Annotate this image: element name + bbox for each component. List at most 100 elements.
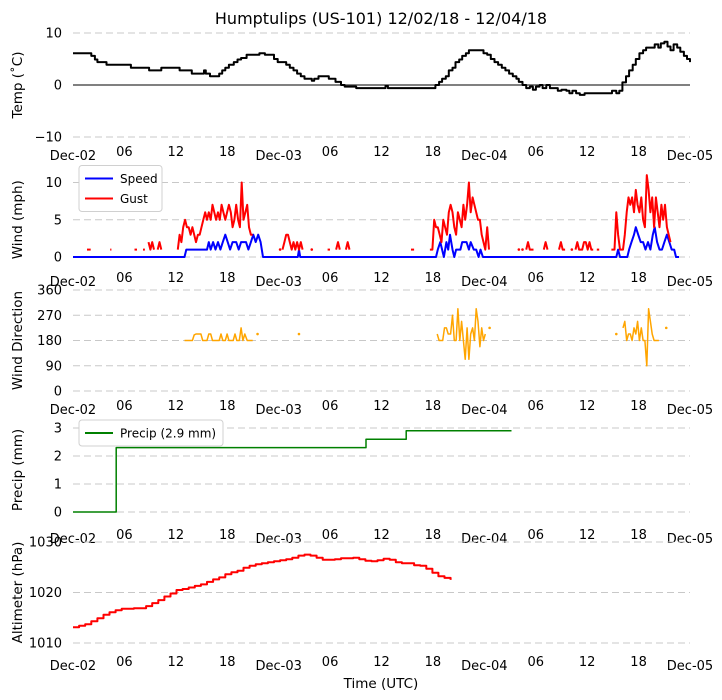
x-tick-label: Dec-03	[255, 403, 301, 418]
panel-wind: 10 5 0 Wind (mph) Dec-02 06 12 18 Dec-03 06 12 18 De…	[10, 165, 713, 290]
x-tick-label: 12	[579, 655, 596, 670]
series-line-precip-2-9-mm-	[73, 430, 512, 513]
series-line-direction	[622, 308, 659, 367]
x-tick-label: 18	[425, 399, 442, 414]
series-line-direction	[436, 308, 487, 361]
y-tick-label: 180	[37, 334, 62, 349]
series-line-gust	[281, 233, 304, 251]
x-tick-label: 12	[373, 528, 390, 543]
x-tick-label: 12	[168, 399, 185, 414]
legend-box	[78, 419, 224, 447]
x-tick-label: 06	[527, 399, 544, 414]
series-line-gust	[429, 181, 490, 251]
y-tick-label: 2	[54, 450, 62, 465]
x-tick-label: 12	[168, 271, 185, 286]
chart-title: Humptulips (US-101) 12/02/18 - 12/04/18	[215, 9, 547, 28]
data-point-gust	[517, 248, 521, 251]
x-axis-label: Time (UTC)	[343, 676, 419, 692]
x-tick-label: 06	[322, 399, 339, 414]
x-tick-label: Dec-04	[461, 532, 507, 547]
y-tick-label: 360	[37, 284, 62, 299]
panel-temp: 10 0 −10 Temp (˚C) Dec-02 06 12 18 Dec-03 06 12 18 D…	[9, 27, 713, 165]
x-tick-label: 06	[116, 655, 133, 670]
x-tick-label: Dec-02	[50, 659, 96, 674]
x-tick-label: 06	[322, 655, 339, 670]
x-tick-label: 18	[219, 528, 236, 543]
series-line-gust	[574, 241, 594, 251]
x-tick-label: Dec-04	[461, 659, 507, 674]
series-line-temp	[73, 40, 691, 96]
y-tick-label: 3	[54, 422, 62, 437]
legend: Speed Gust	[78, 165, 163, 212]
x-tick-label: 18	[425, 145, 442, 160]
y-axis-label: Precip (mm)	[10, 429, 26, 511]
legend: Precip (2.9 mm)	[78, 419, 224, 447]
panel-wind-direction: 360 270 180 90 0 Wind Direction Dec-02 06 12 18 De…	[10, 284, 713, 419]
data-point-direction	[664, 326, 668, 330]
series-line-gust	[542, 241, 549, 250]
series-line-gust	[525, 241, 534, 251]
x-tick-label: Dec-02	[50, 403, 96, 418]
data-point-gust	[570, 248, 574, 251]
series-line-gust	[344, 241, 351, 250]
x-tick-label: 06	[527, 655, 544, 670]
legend-box	[78, 165, 163, 212]
x-tick-label: Dec-04	[461, 275, 507, 290]
y-tick-label: 1030	[29, 536, 62, 551]
x-tick-label: 12	[168, 655, 185, 670]
x-tick-label: 12	[579, 271, 596, 286]
x-tick-label: Dec-05	[667, 275, 713, 290]
legend-label: Precip (2.9 mm)	[120, 427, 216, 441]
x-tick-label: 12	[373, 271, 390, 286]
x-tick-label: Dec-03	[255, 659, 301, 674]
y-axis-label: Temp (˚C)	[9, 52, 26, 120]
y-tick-label: 10	[45, 27, 62, 42]
x-tick-label: 18	[219, 145, 236, 160]
legend-label: Speed	[120, 172, 158, 186]
data-point-direction	[256, 332, 259, 336]
series-line-gust	[156, 241, 163, 250]
x-tick-label: 18	[219, 271, 236, 286]
y-tick-label: 1	[54, 478, 62, 493]
x-tick-label: 12	[579, 399, 596, 414]
x-tick-label: 18	[219, 655, 236, 670]
x-tick-label: 18	[630, 399, 647, 414]
x-tick-label: 12	[168, 528, 185, 543]
y-axis-label: Wind Direction	[10, 291, 26, 390]
x-tick-label: Dec-03	[255, 275, 301, 290]
series-line-gust	[611, 174, 672, 251]
x-tick-label: 06	[527, 145, 544, 160]
x-tick-label: Dec-02	[50, 275, 96, 290]
y-tick-label: 0	[54, 385, 62, 400]
panel-precip: 3 2 1 0 Precip (mm) Dec-02 06 12 18 Dec-03 06 12 18 D…	[10, 419, 713, 547]
x-tick-label: 12	[168, 145, 185, 160]
x-tick-label: 06	[322, 271, 339, 286]
x-tick-label: 06	[116, 528, 133, 543]
x-tick-label: Dec-03	[255, 532, 301, 547]
x-tick-label: Dec-03	[255, 149, 301, 164]
y-tick-label: 5	[54, 213, 62, 228]
x-tick-label: 18	[630, 528, 647, 543]
x-tick-label: 18	[219, 399, 236, 414]
data-point-gust	[521, 248, 524, 251]
x-tick-label: 18	[425, 655, 442, 670]
y-tick-label: 10	[45, 176, 62, 191]
data-point-direction	[297, 332, 301, 336]
series-line-gust	[558, 241, 566, 251]
x-tick-label: 12	[373, 399, 390, 414]
x-tick-label: 18	[630, 145, 647, 160]
x-tick-label: Dec-05	[667, 659, 713, 674]
x-tick-label: Dec-04	[461, 149, 507, 164]
x-tick-label: Dec-05	[667, 403, 713, 418]
legend-label: Gust	[120, 192, 148, 206]
series-line-direction	[184, 327, 253, 342]
series-line-altimeter	[73, 553, 452, 629]
x-tick-label: Dec-05	[667, 532, 713, 547]
x-tick-label: 06	[527, 528, 544, 543]
x-tick-label: 12	[373, 145, 390, 160]
x-tick-label: 12	[579, 528, 596, 543]
y-tick-label: 1020	[29, 586, 62, 601]
y-tick-label: 1010	[29, 637, 62, 652]
